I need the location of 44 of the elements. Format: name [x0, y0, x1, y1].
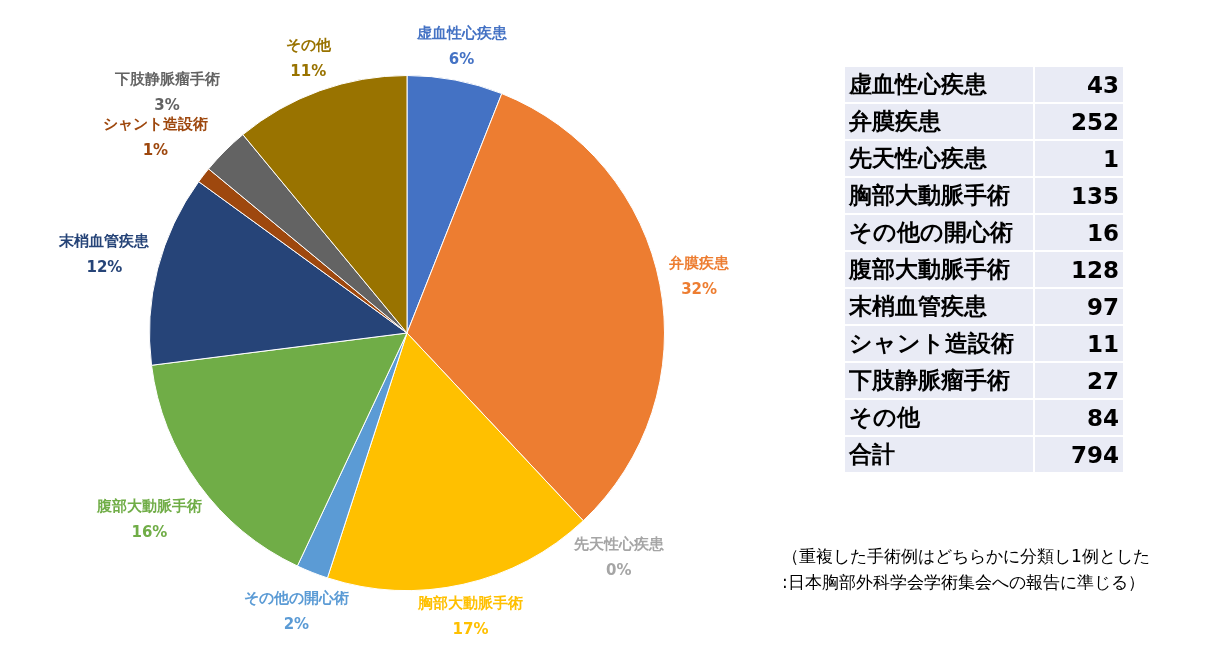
- data-label: 11: [1034, 325, 1124, 362]
- data-label: 3%: [154, 95, 180, 114]
- text: :日本胸部外科学会学術集会への報告に準じる）: [782, 571, 1146, 594]
- category-label: 虚血性心疾患: [844, 66, 1034, 103]
- slice-label: 弁膜疾患: [668, 254, 731, 273]
- data-label: 794: [1034, 436, 1124, 473]
- category-label: その他の開心術: [844, 214, 1034, 251]
- slice-label: 下肢静脈瘤手術: [113, 69, 220, 88]
- data-label: 128: [1034, 251, 1124, 288]
- text: 0%: [606, 561, 632, 580]
- category-label: 下肢静脈瘤手術: [844, 362, 1034, 399]
- data-label: 1: [1034, 140, 1124, 177]
- category-label: シャント造設術: [844, 325, 1034, 362]
- category-label: 胸部大動脈手術: [844, 177, 1034, 214]
- category-label: 弁膜疾患: [844, 103, 1034, 140]
- data-label: 84: [1034, 399, 1124, 436]
- data-label: 97: [1034, 288, 1124, 325]
- data-label: 6%: [448, 49, 475, 68]
- slice-label: その他の開心術: [243, 589, 349, 608]
- data-label: 2%: [283, 615, 310, 634]
- slice-label: 末梢血管疾患: [58, 232, 151, 251]
- category-label: 先天性心疾患: [573, 535, 664, 554]
- slice-label: シャント造設術: [102, 114, 208, 133]
- category-label: 腹部大動脈手術: [844, 251, 1034, 288]
- slice-label: 腹部大動脈手術: [95, 497, 202, 516]
- category-label: その他: [844, 399, 1034, 436]
- slice-label: 胸部大動脈手術: [417, 594, 524, 613]
- category-label: 先天性心疾患: [844, 140, 1034, 177]
- slice-label: 虚血性心疾患: [415, 23, 508, 42]
- data-label: 1%: [142, 140, 169, 159]
- data-label: 252: [1034, 103, 1124, 140]
- data-label: 135: [1034, 177, 1124, 214]
- data-label: 16: [1034, 214, 1124, 251]
- data-label: 17%: [452, 620, 489, 639]
- data-label: 32%: [681, 280, 718, 299]
- category-label: 末梢血管疾患: [844, 288, 1034, 325]
- data-label: 16%: [131, 523, 168, 542]
- data-label: 27: [1034, 362, 1124, 399]
- slice-label: その他: [285, 35, 332, 54]
- data-label: 11%: [290, 61, 327, 80]
- text: （重複した手術例はどちらかに分類し1例とした: [782, 545, 1150, 568]
- category-label: 合計: [844, 436, 1034, 473]
- data-label: 12%: [86, 258, 123, 277]
- data-label: 43: [1034, 66, 1124, 103]
